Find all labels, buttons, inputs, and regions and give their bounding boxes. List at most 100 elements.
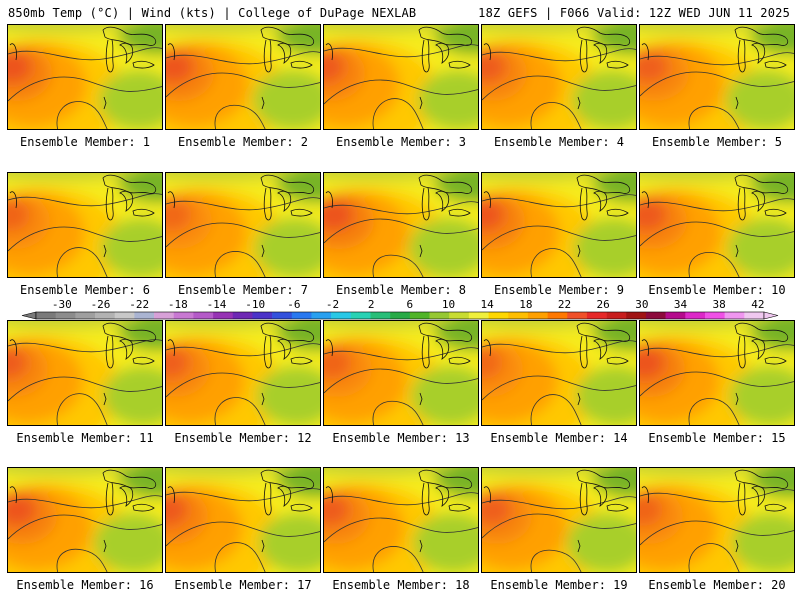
ensemble-member-map [639, 320, 795, 426]
temperature-field [640, 321, 794, 425]
great-lakes-outline [167, 174, 315, 258]
great-lakes-outline [9, 26, 157, 110]
colorbar-swatch [173, 312, 194, 319]
colorbar-tick-label: -6 [287, 298, 300, 311]
great-lakes-outline [167, 26, 315, 110]
colorbar-swatch [95, 312, 116, 319]
ensemble-member-label: Ensemble Member: 9 [493, 283, 625, 297]
ensemble-member-map [165, 24, 321, 130]
colorbar-swatch [272, 312, 293, 319]
colorbar-tick-label: -30 [52, 298, 72, 311]
colorbar-tick-label: -22 [129, 298, 149, 311]
colorbar-swatch [665, 312, 686, 319]
temperature-colorbar: -30 -26 -22 -18 -14 -10 -6 -2 2 6 10 14 18 22 26 30 34 38… [21, 298, 779, 320]
colorbar-swatch [370, 312, 391, 319]
ensemble-member-map [639, 467, 795, 573]
temperature-field [324, 173, 478, 277]
temperature-field [8, 25, 162, 129]
contour-lines [8, 193, 162, 277]
great-lakes-outline [483, 322, 631, 406]
great-lakes-outline [483, 174, 631, 258]
temperature-field [324, 25, 478, 129]
contour-lines [324, 347, 478, 425]
colorbar-swatch [134, 312, 155, 319]
colorbar-swatch [429, 312, 450, 319]
great-lakes-outline [325, 26, 473, 110]
colorbar-swatch [252, 312, 273, 319]
colorbar-swatch [331, 312, 352, 319]
ensemble-member-label: Ensemble Member: 7 [177, 283, 309, 297]
temperature-field [8, 468, 162, 572]
colorbar-swatch [567, 312, 588, 319]
colorbar-swatch [724, 312, 745, 319]
ensemble-member-map [639, 172, 795, 278]
ensemble-member-map [481, 320, 637, 426]
ensemble-member-map [7, 24, 163, 130]
colorbar-tick-label: 22 [558, 298, 571, 311]
temperature-field [640, 468, 794, 572]
ensemble-member-map [323, 467, 479, 573]
colorbar-swatch [213, 312, 234, 319]
contour-lines [166, 51, 320, 129]
colorbar-swatch [626, 312, 647, 319]
contour-lines [8, 495, 162, 572]
great-lakes-outline [641, 469, 789, 553]
temperature-field [482, 25, 636, 129]
contour-lines [324, 201, 478, 277]
colorbar-swatch [390, 312, 411, 319]
ensemble-member-map [165, 320, 321, 426]
ensemble-member-label: Ensemble Member: 12 [174, 431, 312, 445]
ensemble-member-map [165, 467, 321, 573]
contour-lines [482, 496, 636, 572]
great-lakes-outline [325, 469, 473, 553]
colorbar-swatch [488, 312, 509, 319]
colorbar-swatch [311, 312, 332, 319]
contour-lines [640, 52, 794, 129]
colorbar-min-arrow [21, 311, 37, 320]
ensemble-member-label: Ensemble Member: 8 [335, 283, 467, 297]
ensemble-member-label: Ensemble Member: 3 [335, 135, 467, 149]
colorbar-tick-label: 26 [597, 298, 610, 311]
temperature-field [324, 468, 478, 572]
great-lakes-outline [483, 469, 631, 553]
temperature-field [482, 321, 636, 425]
colorbar-tick-label: -2 [326, 298, 339, 311]
colorbar-swatch [527, 312, 548, 319]
contour-lines [166, 197, 320, 277]
great-lakes-outline [325, 174, 473, 258]
ensemble-member-map [481, 467, 637, 573]
map-title: 850mb Temp (°C) | Wind (kts) | College o… [8, 6, 417, 20]
model-valid-time: 18Z GEFS | F066 Valid: 12Z WED JUN 11 20… [478, 6, 790, 20]
contour-lines [482, 194, 636, 277]
colorbar-max-arrow [763, 311, 779, 320]
ensemble-member-label: Ensemble Member: 17 [174, 578, 312, 592]
colorbar-tick-label: -26 [91, 298, 111, 311]
great-lakes-outline [641, 322, 789, 406]
ensemble-member-label: Ensemble Member: 16 [16, 578, 154, 592]
ensemble-member-map [323, 172, 479, 278]
colorbar-swatch [114, 312, 135, 319]
contour-lines [8, 47, 162, 129]
great-lakes-outline [325, 322, 473, 406]
ensemble-member-map [481, 172, 637, 278]
great-lakes-outline [641, 174, 789, 258]
ensemble-member-map [323, 24, 479, 130]
temperature-field [166, 468, 320, 572]
ensemble-member-map [639, 24, 795, 130]
colorbar-swatch [586, 312, 607, 319]
great-lakes-outline [9, 469, 157, 553]
ensemble-member-label: Ensemble Member: 14 [490, 431, 628, 445]
temperature-field [482, 468, 636, 572]
colorbar-tick-label: 6 [407, 298, 414, 311]
ensemble-member-map [7, 172, 163, 278]
temperature-field [640, 173, 794, 277]
ensemble-member-map [165, 172, 321, 278]
contour-lines [482, 48, 636, 129]
colorbar-tick-label: 38 [713, 298, 726, 311]
ensemble-member-label: Ensemble Member: 18 [332, 578, 470, 592]
colorbar-swatch [409, 312, 430, 319]
temperature-field [8, 321, 162, 425]
contour-lines [640, 489, 794, 572]
colorbar-swatch [36, 312, 56, 319]
temperature-field [166, 25, 320, 129]
